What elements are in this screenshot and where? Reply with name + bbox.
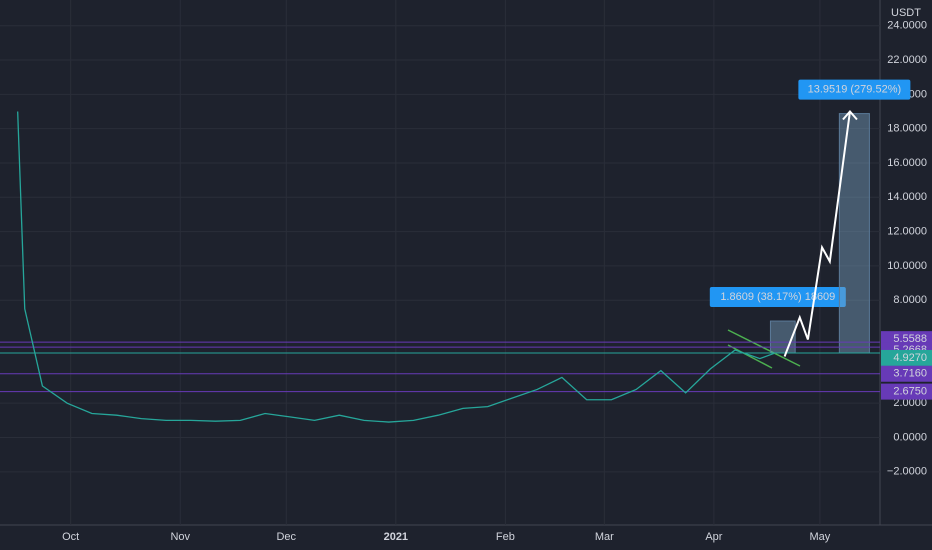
y-tick-label: 24.0000 xyxy=(887,20,927,32)
y-tick-label: 14.0000 xyxy=(887,191,927,203)
x-tick-label: Apr xyxy=(705,531,722,543)
y-tick-label: 8.0000 xyxy=(893,294,927,306)
level-label: 2.6750 xyxy=(893,386,927,398)
level-label-box xyxy=(881,365,932,382)
x-tick-label: Nov xyxy=(170,531,190,543)
measure-label: 13.9519 (279.52%) xyxy=(808,84,902,96)
y-tick-label: 12.0000 xyxy=(887,226,927,238)
x-tick-label: Feb xyxy=(496,531,515,543)
level-label-box xyxy=(881,383,932,400)
x-tick-label: Mar xyxy=(595,531,614,543)
level-label-box xyxy=(881,349,932,366)
measure-label: 1.8609 (38.17%) 18609 xyxy=(720,291,835,303)
price-line xyxy=(17,111,775,423)
channel-line xyxy=(727,329,801,367)
x-tick-label: Oct xyxy=(62,531,79,543)
measure-box xyxy=(769,320,796,354)
projection-path xyxy=(783,111,851,357)
level-label: 4.9270 xyxy=(893,352,927,364)
x-tick-label: Dec xyxy=(276,531,296,543)
x-tick-label: 2021 xyxy=(384,531,408,543)
y-tick-label: 2.0000 xyxy=(893,397,927,409)
axis-unit: USDT xyxy=(891,7,921,19)
projection-arrowhead xyxy=(842,110,858,121)
measure-label-box xyxy=(709,287,846,308)
y-tick-label: 0.0000 xyxy=(893,431,927,443)
y-tick-label: 18.0000 xyxy=(887,123,927,135)
y-tick-label: 22.0000 xyxy=(887,54,927,66)
level-label: 3.7160 xyxy=(893,368,927,380)
y-tick-label: −2.0000 xyxy=(887,466,927,478)
y-tick-label: 10.0000 xyxy=(887,260,927,272)
measure-label-box xyxy=(798,79,911,100)
y-tick-label: 16.0000 xyxy=(887,157,927,169)
channel-line xyxy=(727,344,773,369)
x-tick-label: May xyxy=(810,531,831,543)
level-label: 5.5588 xyxy=(893,333,927,345)
